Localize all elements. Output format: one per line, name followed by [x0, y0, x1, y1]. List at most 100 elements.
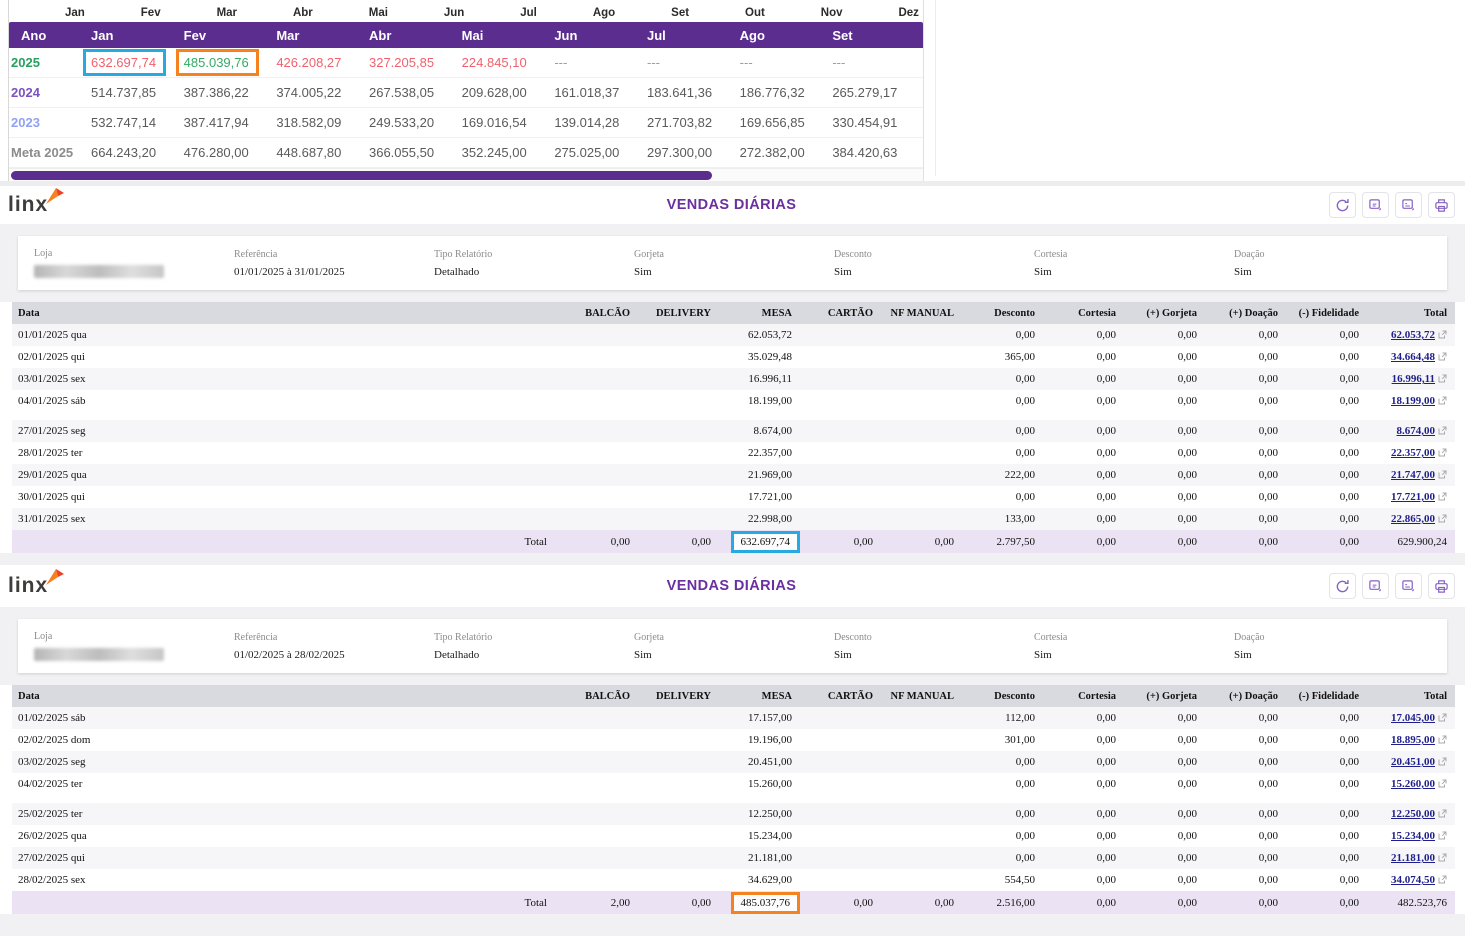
- total-link[interactable]: 22.865,00: [1391, 513, 1435, 525]
- table-cell: 28/02/2025 sex: [18, 874, 86, 886]
- total-link[interactable]: 20.451,00: [1391, 756, 1435, 768]
- column-header: BALCÃO: [585, 690, 630, 702]
- print-button[interactable]: [1428, 192, 1455, 218]
- monthly-value: 318.582,09: [274, 115, 367, 130]
- total-link[interactable]: 17.045,00: [1391, 712, 1435, 724]
- total-cell: 0,00: [853, 896, 873, 909]
- total-link[interactable]: 8.674,00: [1396, 425, 1436, 437]
- info-value: Sim: [1034, 648, 1052, 661]
- table-cell: 34.629,00: [748, 874, 792, 886]
- table-cell: 0,00: [1015, 808, 1035, 820]
- table-cell: 554,50: [1004, 874, 1035, 886]
- export-button[interactable]: [1362, 192, 1389, 218]
- month-axis-label: Mai: [368, 7, 388, 19]
- table-cell: 0,00: [1258, 712, 1278, 724]
- table-cell: 301,00: [1004, 734, 1035, 746]
- table-cell: 0,00: [1339, 778, 1359, 790]
- table-cell: 62.053,72: [748, 329, 792, 341]
- table-cell: 0,00: [1177, 830, 1197, 842]
- external-link-icon: [1438, 514, 1447, 523]
- table-cell: 0,00: [1096, 447, 1116, 459]
- table-cell: 0,00: [1258, 469, 1278, 481]
- total-link[interactable]: 16.996,11: [1391, 373, 1435, 385]
- total-row: Total 0,00 0,00 632.697,74 0,00 0,00 2.797,50 0…: [12, 530, 1455, 553]
- total-link[interactable]: 21.181,00: [1391, 852, 1435, 864]
- monthly-header-cell: Mar: [276, 27, 300, 43]
- monthly-value: 183.641,36: [645, 85, 738, 100]
- monthly-value: 352.245,00: [460, 145, 553, 160]
- monthly-row: 2024 514.737,85 387.386,22 374.005,22 267.53…: [9, 78, 923, 108]
- year-label: 2023: [11, 115, 40, 130]
- refresh-button[interactable]: [1329, 192, 1356, 218]
- column-header: Desconto: [994, 307, 1035, 319]
- total-link[interactable]: 15.260,00: [1391, 778, 1435, 790]
- column-header: MESA: [761, 307, 792, 319]
- total-cell: 482.523,76: [1397, 896, 1448, 909]
- table-cell: 0,00: [1015, 830, 1035, 842]
- report-info-strip: Loja Referência 01/02/2025 à 28/02/2025 Tip…: [0, 607, 1465, 685]
- total-cell: 0,00: [1339, 896, 1359, 909]
- total-link[interactable]: 34.074,50: [1391, 874, 1435, 886]
- monthly-value-text: 318.582,09: [276, 115, 342, 130]
- table-cell: 0,00: [1015, 329, 1035, 341]
- info-field: Loja: [34, 248, 234, 278]
- monthly-value: 265.279,17: [830, 85, 923, 100]
- total-link[interactable]: 34.664,48: [1391, 351, 1435, 363]
- print-button[interactable]: [1428, 573, 1455, 599]
- table-cell: 0,00: [1177, 329, 1197, 341]
- column-header: BALCÃO: [585, 307, 630, 319]
- export-button[interactable]: [1362, 573, 1389, 599]
- export-alt-button[interactable]: [1395, 573, 1422, 599]
- total-cell: 2.516,00: [996, 896, 1036, 909]
- refresh-icon: [1336, 198, 1349, 211]
- total-link[interactable]: 62.053,72: [1391, 329, 1435, 341]
- info-value: Sim: [1234, 648, 1252, 661]
- table-cell: 15.260,00: [1367, 778, 1455, 790]
- highlight-box: 632.697,74: [730, 530, 800, 553]
- total-link[interactable]: 21.747,00: [1391, 469, 1435, 481]
- table-cell: 28/01/2025 ter: [18, 447, 83, 459]
- table-row: 03/01/2025 sex 16.996,11 0,00 0,00 0,00 0,00 0…: [12, 368, 1455, 390]
- monthly-value: 267.538,05: [367, 85, 460, 100]
- total-link[interactable]: 15.234,00: [1391, 830, 1435, 842]
- table-cell: 18.895,00: [1367, 734, 1455, 746]
- total-link[interactable]: 12.250,00: [1391, 808, 1435, 820]
- table-cell: 18.199,00: [1367, 395, 1455, 407]
- monthly-value: 249.533,20: [367, 115, 460, 130]
- monthly-value: 384.420,63: [830, 145, 923, 160]
- table-cell: 16.996,11: [1367, 373, 1455, 385]
- info-label: Loja: [34, 631, 53, 642]
- report-toolbar: [1315, 192, 1455, 218]
- table-cell: 0,00: [1339, 351, 1359, 363]
- info-label: Loja: [34, 248, 53, 259]
- table-cell: 02/01/2025 qui: [18, 351, 85, 363]
- monthly-value-text: 366.055,50: [368, 145, 435, 160]
- total-link[interactable]: 17.721,00: [1391, 491, 1435, 503]
- table-cell: 365,00: [1004, 351, 1035, 363]
- monthly-value-text: ---: [832, 55, 846, 70]
- horizontal-scrollbar-thumb[interactable]: [11, 171, 712, 180]
- table-cell: 0,00: [1339, 852, 1359, 864]
- highlight-box: 485.039,76: [175, 49, 259, 76]
- column-header: DELIVERY: [655, 690, 711, 702]
- horizontal-scrollbar-track[interactable]: [9, 168, 923, 181]
- total-link[interactable]: 18.895,00: [1391, 734, 1435, 746]
- table-cell: 0,00: [1096, 329, 1116, 341]
- external-link-icon: [1438, 735, 1447, 744]
- total-cell: 0,00: [853, 535, 873, 548]
- refresh-button[interactable]: [1329, 573, 1356, 599]
- monthly-value: 169.016,54: [460, 115, 553, 130]
- monthly-header-cell: Set: [832, 27, 853, 43]
- total-cell: Total: [524, 896, 547, 909]
- monthly-value-text: 664.243,20: [91, 145, 157, 160]
- column-header: Total: [1424, 690, 1447, 702]
- table-row: 27/01/2025 seg 8.674,00 0,00 0,00 0,00 0,00 0,…: [12, 420, 1455, 442]
- total-link[interactable]: 22.357,00: [1391, 447, 1435, 459]
- column-header: MESA: [761, 690, 792, 702]
- month-axis-label: Fev: [140, 7, 161, 19]
- total-link[interactable]: 18.199,00: [1391, 395, 1435, 407]
- table-cell: 0,00: [1015, 778, 1035, 790]
- external-link-icon: [1438, 809, 1447, 818]
- info-label: Desconto: [834, 631, 872, 643]
- export-alt-button[interactable]: [1395, 192, 1422, 218]
